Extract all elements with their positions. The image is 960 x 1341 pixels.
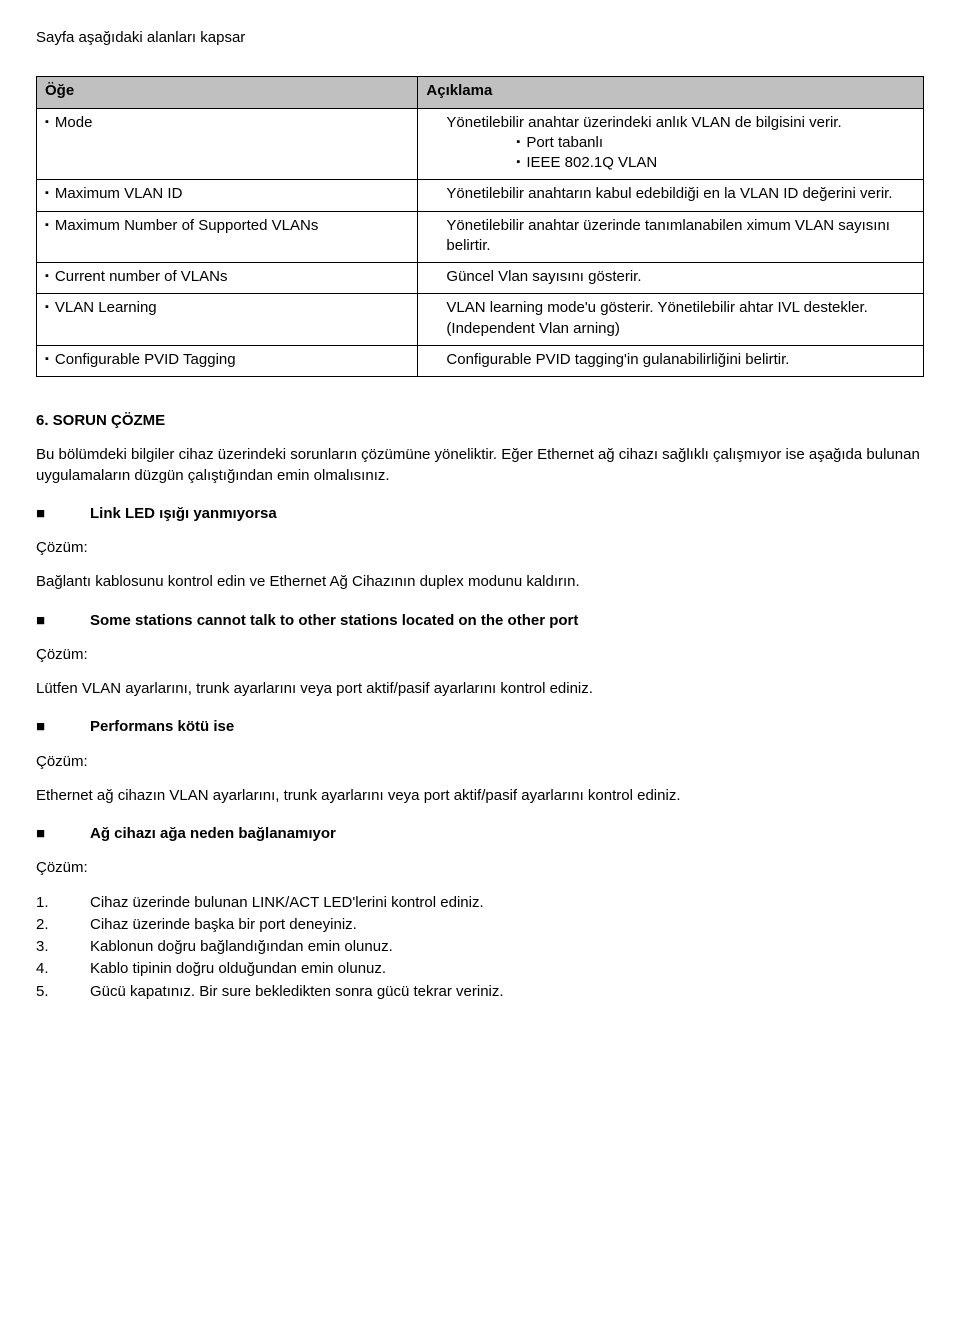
td-left: Maximum VLAN ID: [45, 185, 182, 202]
list-item: 4.Kablo tipinin doğru olduğundan emin ol…: [36, 959, 924, 979]
bullet-icon: ■: [36, 504, 90, 524]
td-left: Maximum Number of Supported VLANs: [45, 217, 318, 234]
vlan-fields-table: Öğe Açıklama Mode Yönetilebilir anahtar …: [36, 76, 924, 377]
issue-row: ■ Ağ cihazı ağa neden bağlanamıyor: [36, 824, 924, 844]
td-right: Güncel Vlan sayısını gösterir.: [446, 267, 641, 287]
td-right: Yönetilebilir anahtar üzerinde tanımlana…: [446, 216, 915, 257]
bullet-icon: ■: [36, 717, 90, 737]
td-left: VLAN Learning: [45, 299, 157, 316]
issue-title: Performans kötü ise: [90, 717, 234, 737]
td-left: Configurable PVID Tagging: [45, 351, 236, 368]
solution-text: Ethernet ağ cihazın VLAN ayarlarını, tru…: [36, 786, 924, 806]
issue-row: ■ Some stations cannot talk to other sta…: [36, 611, 924, 631]
table-row: Configurable PVID Tagging Configurable P…: [37, 345, 924, 376]
list-item: 1.Cihaz üzerinde bulunan LINK/ACT LED'le…: [36, 893, 924, 913]
bullet-icon: ■: [36, 611, 90, 631]
issue-title: Some stations cannot talk to other stati…: [90, 611, 578, 631]
list-text: Cihaz üzerinde bulunan LINK/ACT LED'leri…: [90, 893, 484, 913]
section-intro: Bu bölümdeki bilgiler cihaz üzerindeki s…: [36, 445, 924, 486]
td-right: Configurable PVID tagging'in gulanabilir…: [446, 350, 789, 370]
table-row: Current number of VLANs Güncel Vlan sayı…: [37, 263, 924, 294]
solution-label: Çözüm:: [36, 752, 924, 772]
list-item: 3.Kablonun doğru bağlandığından emin olu…: [36, 937, 924, 957]
table-row: VLAN Learning VLAN learning mode'u göste…: [37, 294, 924, 346]
th-item: Öğe: [37, 77, 418, 108]
issue-title: Link LED ışığı yanmıyorsa: [90, 504, 277, 524]
section-heading: 6. SORUN ÇÖZME: [36, 411, 924, 431]
table-row: Maximum Number of Supported VLANs Yöneti…: [37, 211, 924, 263]
numbered-list: 1.Cihaz üzerinde bulunan LINK/ACT LED'le…: [36, 893, 924, 1002]
td-left: Current number of VLANs: [45, 268, 227, 285]
table-row: Maximum VLAN ID Yönetilebilir anahtarın …: [37, 180, 924, 211]
solution-text: Lütfen VLAN ayarlarını, trunk ayarlarını…: [36, 679, 924, 699]
solution-label: Çözüm:: [36, 645, 924, 665]
table-row: Mode Yönetilebilir anahtar üzerindeki an…: [37, 108, 924, 180]
list-text: Gücü kapatınız. Bir sure bekledikten son…: [90, 982, 504, 1002]
td-sub: IEEE 802.1Q VLAN: [516, 154, 657, 171]
issue-title: Ağ cihazı ağa neden bağlanamıyor: [90, 824, 336, 844]
solution-text: Bağlantı kablosunu kontrol edin ve Ether…: [36, 572, 924, 592]
list-item: 2.Cihaz üzerinde başka bir port deneyini…: [36, 915, 924, 935]
issue-row: ■ Performans kötü ise: [36, 717, 924, 737]
intro-text: Sayfa aşağıdaki alanları kapsar: [36, 28, 924, 48]
list-item: 5.Gücü kapatınız. Bir sure bekledikten s…: [36, 982, 924, 1002]
td-right: Yönetilebilir anahtarın kabul edebildiği…: [446, 184, 892, 204]
issue-row: ■ Link LED ışığı yanmıyorsa: [36, 504, 924, 524]
solution-label: Çözüm:: [36, 858, 924, 878]
list-text: Kablo tipinin doğru olduğundan emin olun…: [90, 959, 386, 979]
bullet-icon: ■: [36, 824, 90, 844]
th-description: Açıklama: [418, 77, 924, 108]
td-right: Yönetilebilir anahtar üzerindeki anlık V…: [446, 113, 841, 133]
list-text: Cihaz üzerinde başka bir port deneyiniz.: [90, 915, 357, 935]
list-text: Kablonun doğru bağlandığından emin olunu…: [90, 937, 393, 957]
td-sub: Port tabanlı: [516, 134, 603, 151]
solution-label: Çözüm:: [36, 538, 924, 558]
td-left: Mode: [45, 114, 92, 131]
td-right: VLAN learning mode'u gösterir. Yönetileb…: [446, 298, 915, 339]
